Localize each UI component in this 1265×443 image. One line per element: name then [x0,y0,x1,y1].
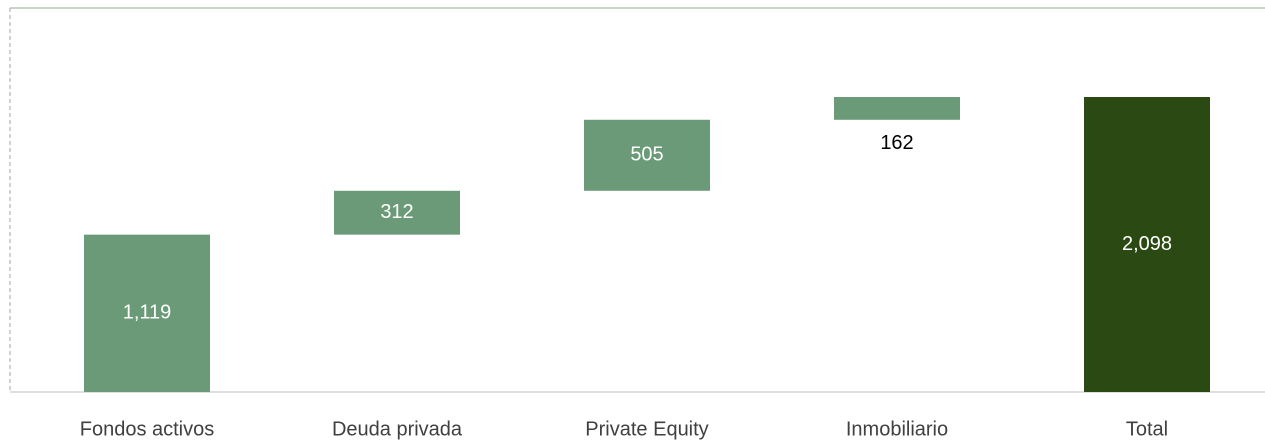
bar [1084,97,1210,392]
value-label: 505 [630,144,663,166]
x-tick-label: Private Equity [585,418,708,440]
value-label: 162 [880,132,913,154]
value-label: 1,119 [123,302,172,324]
bar [834,97,960,120]
x-tick-label: Deuda privada [332,418,463,440]
x-tick-label: Fondos activos [80,418,215,440]
x-tick-label: Inmobiliario [846,418,948,440]
bar [334,190,460,235]
bar [584,119,710,191]
value-label: 2,098 [1122,233,1172,255]
x-tick-label: Total [1126,418,1168,440]
bar [84,234,210,392]
value-label: 312 [380,201,413,223]
